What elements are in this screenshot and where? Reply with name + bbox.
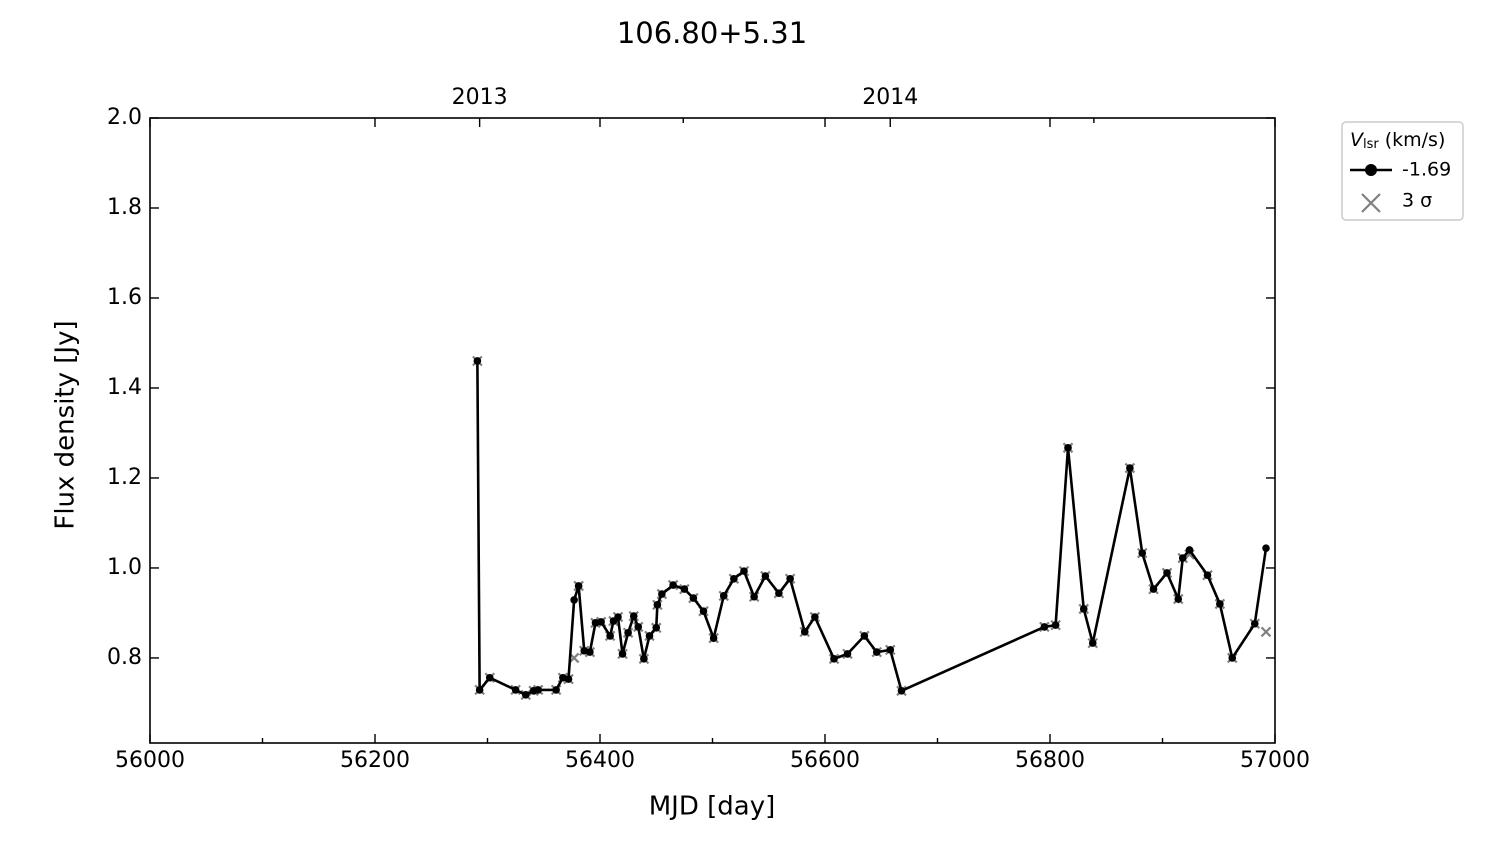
data-point xyxy=(624,628,632,637)
data-point xyxy=(872,648,881,656)
x-tick-label: 56400 xyxy=(565,748,635,773)
y-tick-label: 1.8 xyxy=(107,195,142,220)
data-point xyxy=(689,594,698,602)
data-point xyxy=(1163,569,1171,577)
data-point xyxy=(750,592,758,601)
y-tick-label: 1.4 xyxy=(107,375,142,400)
data-point xyxy=(719,592,728,600)
data-point xyxy=(485,673,494,682)
data-point xyxy=(775,589,783,597)
data-point xyxy=(830,655,838,663)
legend-box xyxy=(1341,121,1464,221)
data-point xyxy=(1250,619,1259,628)
data-point xyxy=(1126,464,1134,472)
data-point xyxy=(843,650,852,658)
data-point xyxy=(1040,623,1049,631)
data-point xyxy=(1149,585,1158,593)
legend-title-v: V xyxy=(1350,129,1365,151)
data-point xyxy=(564,675,573,683)
data-point xyxy=(1051,621,1060,629)
data-point xyxy=(591,619,600,627)
data-point xyxy=(653,601,662,609)
data-point xyxy=(1262,544,1270,552)
data-point xyxy=(629,612,638,620)
data-point xyxy=(1228,654,1237,662)
legend-title-sub: lsr xyxy=(1363,137,1379,152)
data-point xyxy=(1216,600,1224,608)
x-tick-label: 57000 xyxy=(1240,748,1310,773)
data-point xyxy=(699,607,708,615)
data-point xyxy=(614,613,622,621)
y-tick-label: 2.0 xyxy=(107,105,142,130)
data-point xyxy=(586,648,594,656)
data-point xyxy=(521,691,530,699)
data-point xyxy=(534,686,542,694)
series-line xyxy=(476,360,1268,697)
legend-label: 3 σ xyxy=(1402,190,1432,212)
data-point xyxy=(680,585,689,593)
data-point xyxy=(730,574,738,583)
y-tick-label: 1.2 xyxy=(107,465,142,490)
x-axis-label: MJD [day] xyxy=(649,792,776,822)
data-point xyxy=(800,628,809,636)
data-point xyxy=(709,634,718,642)
data-point xyxy=(597,618,605,626)
data-point xyxy=(886,646,895,654)
legend-marker xyxy=(1361,193,1381,213)
x2-tick-label: 2013 xyxy=(452,85,508,110)
y-tick-label: 1.0 xyxy=(107,555,142,580)
data-point xyxy=(652,624,661,632)
data-point xyxy=(475,686,484,694)
data-point xyxy=(761,572,770,580)
legend-label: -1.69 xyxy=(1402,159,1451,181)
data-point xyxy=(786,574,794,583)
data-point xyxy=(811,613,819,621)
data-point xyxy=(1064,444,1072,452)
data-point xyxy=(1203,571,1212,579)
legend-marker xyxy=(1365,164,1377,176)
data-point xyxy=(740,567,748,575)
legend-title-unit: (km/s) xyxy=(1385,129,1446,151)
data-point xyxy=(1178,554,1187,562)
data-point xyxy=(570,596,578,604)
data-point xyxy=(1088,639,1097,647)
data-point xyxy=(618,650,627,658)
data-point xyxy=(897,687,906,695)
legend-title: Vlsr (km/s) xyxy=(1350,129,1445,152)
data-point xyxy=(658,590,666,598)
sigma-marker xyxy=(1260,626,1272,638)
x-tick-label: 56000 xyxy=(115,748,185,773)
data-point xyxy=(1079,605,1088,613)
x-tick-label: 56800 xyxy=(1015,748,1085,773)
data-point xyxy=(640,655,648,663)
chart-title: 106.80+5.31 xyxy=(617,16,807,50)
data-point xyxy=(473,357,482,365)
data-point xyxy=(645,632,654,640)
y-tick-label: 1.6 xyxy=(107,285,142,310)
y-tick-label: 0.8 xyxy=(107,645,142,670)
plot-frame xyxy=(149,117,1276,744)
data-point xyxy=(606,632,614,640)
data-point xyxy=(1185,546,1194,554)
data-point xyxy=(552,686,560,694)
data-point xyxy=(511,686,520,694)
data-point xyxy=(669,581,677,589)
data-point xyxy=(860,632,869,640)
x-tick-label: 56200 xyxy=(340,748,410,773)
data-point xyxy=(1174,595,1183,603)
data-point xyxy=(1138,549,1147,557)
x-tick-label: 56600 xyxy=(790,748,860,773)
x2-tick-label: 2014 xyxy=(862,85,918,110)
data-point xyxy=(574,582,583,590)
data-point xyxy=(634,623,643,631)
y-axis-label: Flux density [Jy] xyxy=(51,320,81,529)
